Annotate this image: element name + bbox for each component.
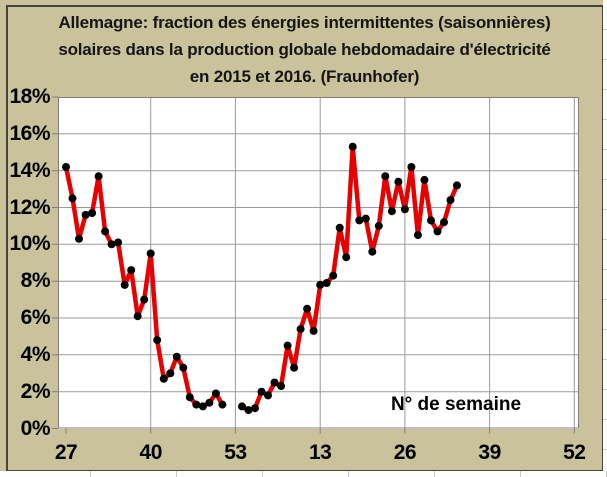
x-axis-label: 39 [478, 441, 501, 464]
x-axis-title: N° de semaine [390, 394, 522, 415]
x-axis-label: 27 [54, 441, 78, 464]
y-axis-label: 2% [20, 379, 51, 403]
chart-title-line-2: solaires dans la production globale hebd… [58, 40, 551, 59]
y-axis-label: 18% [9, 85, 50, 108]
x-axis-label: 40 [139, 441, 163, 464]
y-axis-label: 10% [9, 232, 50, 256]
x-axis-label: 52 [563, 441, 586, 464]
y-axis-label: 14% [9, 158, 50, 182]
chart-title: Allemagne: fraction des énergies intermi… [7, 9, 602, 90]
plot-area [52, 96, 579, 434]
y-axis-label: 6% [20, 306, 51, 329]
y-axis-label: 0% [20, 416, 51, 440]
x-axis-label: 26 [393, 441, 417, 464]
x-axis-label: 13 [308, 441, 332, 464]
y-axis-label: 8% [20, 269, 51, 293]
spreadsheet-sliver-right [603, 0, 607, 477]
y-axis-label: 12% [9, 195, 50, 219]
spreadsheet-sliver-bottom [0, 471, 607, 477]
x-axis-label: 53 [224, 441, 247, 464]
chart-title-line-1: Allemagne: fraction des énergies intermi… [58, 13, 551, 32]
y-axis-label: 16% [9, 121, 50, 145]
line-chart-svg [52, 96, 579, 434]
chart-title-line-3: en 2015 et 2016. (Fraunhofer) [189, 67, 420, 86]
y-axis-label: 4% [20, 342, 51, 366]
